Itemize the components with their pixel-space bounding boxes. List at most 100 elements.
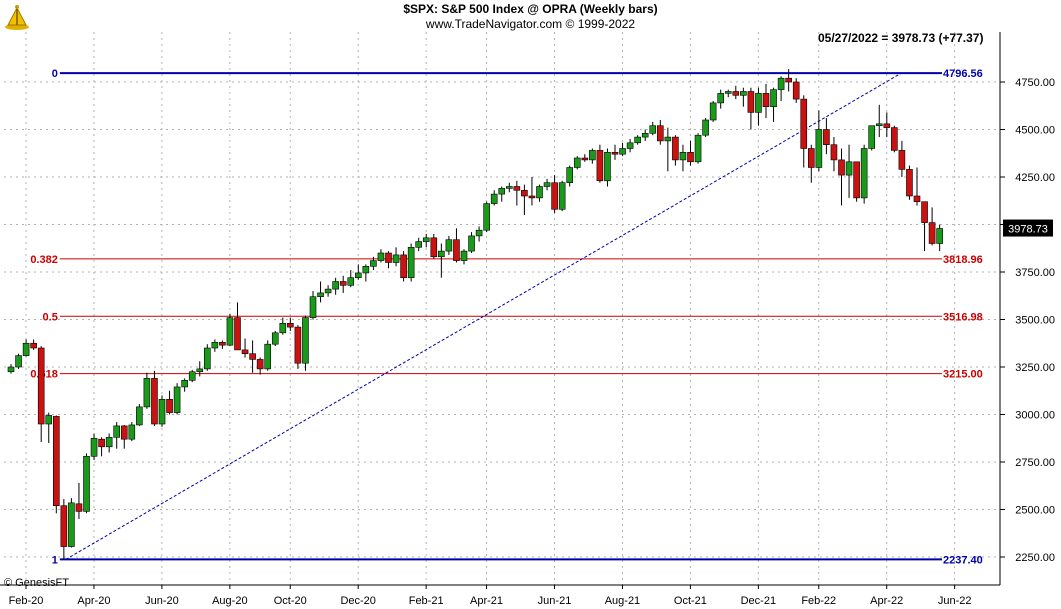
candle-up xyxy=(694,134,702,163)
candle-up xyxy=(860,148,868,199)
y-tick-label: 2750.00 xyxy=(1015,457,1055,469)
candle-up xyxy=(868,125,876,149)
candle-up xyxy=(113,425,120,438)
last-price-box: 3978.73 xyxy=(1003,219,1053,237)
x-tick-label: Apr-22 xyxy=(870,595,903,607)
candle-up xyxy=(196,368,204,373)
y-tick-label: 3500.00 xyxy=(1015,315,1055,327)
candle-up xyxy=(709,102,717,121)
candle-down xyxy=(747,91,755,113)
y-tick-label: 4500.00 xyxy=(1015,125,1055,137)
x-tick-label: Aug-20 xyxy=(212,595,247,607)
candle-down xyxy=(287,322,294,328)
candle-up xyxy=(543,182,551,187)
candle-down xyxy=(838,159,845,176)
candle-up xyxy=(354,272,362,279)
candle-up xyxy=(370,260,377,267)
candle-up xyxy=(332,281,339,290)
x-tick-label: Jun-20 xyxy=(145,595,179,607)
x-tick-label: Oct-21 xyxy=(674,595,707,607)
candle-down xyxy=(400,254,407,278)
x-tick-label: Feb-22 xyxy=(801,595,836,607)
candle-up xyxy=(770,89,777,107)
candle-up xyxy=(68,502,75,547)
candle-up xyxy=(589,150,596,161)
candle-up xyxy=(377,252,385,261)
x-tick-label: Dec-21 xyxy=(741,595,776,607)
fib-price-label: 3818.96 xyxy=(943,254,983,266)
candle-down xyxy=(151,378,158,425)
candle-up xyxy=(679,152,687,161)
candle-down xyxy=(75,503,83,512)
candle-down xyxy=(687,152,694,163)
candle-up xyxy=(875,123,883,127)
candle-down xyxy=(339,281,347,286)
candle-up xyxy=(309,296,317,318)
y-tick-label: 2500.00 xyxy=(1015,505,1055,517)
fib-price-label: 2237.40 xyxy=(943,554,983,566)
candle-down xyxy=(52,416,60,506)
candle-up xyxy=(483,203,490,231)
candle-up xyxy=(604,152,611,182)
candle-down xyxy=(611,152,619,155)
candle-up xyxy=(143,378,151,408)
candle-up xyxy=(392,254,400,263)
x-tick-label: Aug-21 xyxy=(605,595,640,607)
candle-down xyxy=(234,317,241,351)
candle-up xyxy=(181,379,188,388)
candle-up xyxy=(438,250,445,258)
candle-up xyxy=(558,182,566,210)
y-tick-label: 3000.00 xyxy=(1015,410,1055,422)
candle-up xyxy=(158,398,166,425)
fib-price-label: 3215.00 xyxy=(943,369,983,381)
candle-up xyxy=(845,161,853,176)
candle-down xyxy=(830,144,838,161)
candle-down xyxy=(732,91,740,96)
candle-up xyxy=(45,415,53,425)
candle-up xyxy=(211,341,219,349)
chart-title: $SPX: S&P 500 Index @ OPRA (Weekly bars) xyxy=(403,2,658,16)
candle-up xyxy=(619,148,626,155)
fib-ratio-label: 0.5 xyxy=(43,311,58,323)
plot-frame xyxy=(0,32,1001,586)
candle-up xyxy=(204,347,211,370)
candle-up xyxy=(536,186,543,199)
candle-down xyxy=(792,81,800,100)
candle-down xyxy=(37,347,45,425)
fibonacci-levels: 04796.560.3823818.960.53516.980.6183215.… xyxy=(30,68,982,566)
candle-down xyxy=(453,239,460,261)
candle-down xyxy=(551,182,558,210)
fib-price-label: 3516.98 xyxy=(943,311,983,323)
y-tick-label: 3750.00 xyxy=(1015,267,1055,279)
x-axis: Feb-20 Apr-20 Jun-20 Aug-20 Oct-20 Dec-20 Feb-… xyxy=(9,585,971,607)
data-vendor-credit: © GenesisFT xyxy=(4,577,69,589)
candle-up xyxy=(188,371,196,381)
candle-up xyxy=(136,406,143,426)
x-tick-label: Jun-21 xyxy=(538,595,572,607)
candle-down xyxy=(581,157,589,161)
last-price-marker xyxy=(1003,219,1053,237)
candle-down xyxy=(800,98,808,149)
candle-up xyxy=(271,332,279,345)
candle-down xyxy=(672,136,679,161)
candle-up xyxy=(173,386,181,413)
candle-down xyxy=(120,425,128,440)
candle-down xyxy=(249,353,256,360)
candle-up xyxy=(702,119,709,136)
candle-up xyxy=(641,133,649,138)
candle-up xyxy=(740,91,747,96)
candle-up xyxy=(505,186,513,189)
trade-navigator-logo-icon xyxy=(5,5,29,30)
candle-up xyxy=(717,93,725,104)
candle-down xyxy=(921,201,928,223)
candle-down xyxy=(521,190,528,197)
candle-up xyxy=(83,455,90,512)
last-price-label: 3978.73 xyxy=(1008,224,1048,236)
candle-down xyxy=(241,349,249,354)
y-axis: 2250.00 2500.00 2750.00 3000.00 3250.00 3500.… xyxy=(1000,77,1055,564)
candle-up xyxy=(573,157,581,168)
candle-up xyxy=(90,437,98,457)
candle-up xyxy=(815,129,823,168)
fib-ratio-label: 0 xyxy=(52,68,58,80)
